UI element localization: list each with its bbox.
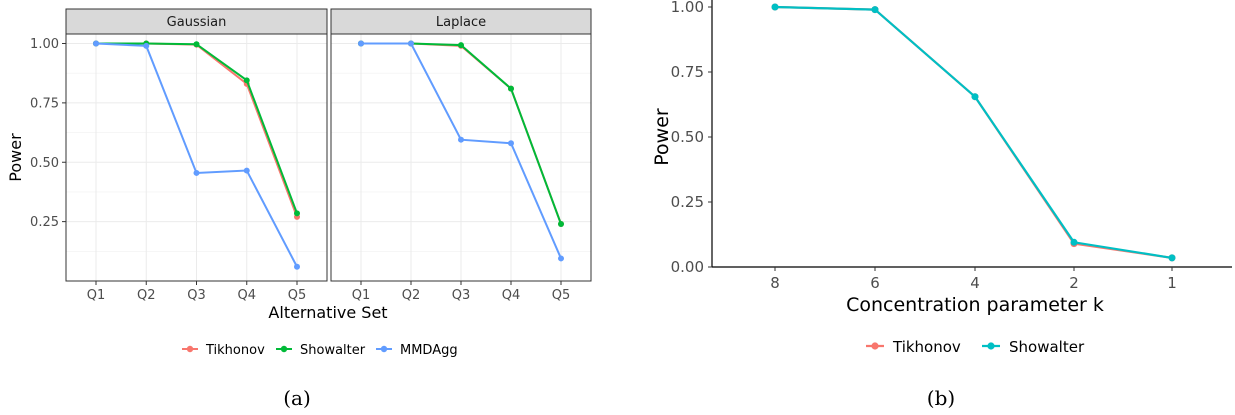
data-point-showalter	[971, 93, 979, 101]
data-point-showalter	[771, 3, 779, 11]
data-point-mmdagg	[143, 42, 150, 49]
y-tick-label: 0.25	[671, 193, 704, 211]
legend-key-point	[380, 345, 388, 353]
facet-laplace: Laplace Q1 Q2 Q3 Q4 Q5	[330, 8, 592, 303]
x-tick-label: Q3	[187, 288, 206, 303]
data-point-showalter	[558, 221, 564, 227]
data-point-mmdagg	[458, 136, 464, 143]
caption-a: (a)	[283, 386, 311, 410]
y-tick-label: 0.50	[671, 128, 704, 146]
legend-a: Tikhonov Showalter MMDAgg	[182, 343, 458, 358]
data-point-mmdagg	[294, 263, 300, 270]
y-tick-label: 0.75	[30, 96, 59, 111]
y-axis-title: Power	[6, 133, 25, 182]
y-tick-label: 0.50	[30, 156, 59, 171]
data-point-showalter	[193, 41, 200, 48]
data-point-mmdagg	[558, 255, 564, 262]
facet-label: Laplace	[436, 15, 486, 30]
legend-b: Tikhonov Showalter	[866, 338, 1085, 356]
legend-label: Showalter	[300, 343, 366, 358]
x-tick-label: 1	[1167, 274, 1177, 292]
series-line-showalter	[774, 5, 1173, 259]
x-tick-label: Q1	[352, 288, 371, 303]
x-tick-label: Q4	[502, 288, 521, 303]
legend-key-point	[987, 342, 995, 350]
x-axis-title: Concentration parameter k	[846, 294, 1104, 316]
x-tick-label: Q5	[552, 288, 571, 303]
y-tick-label: 0.25	[30, 215, 59, 230]
x-tick-label: Q2	[402, 288, 421, 303]
data-point-mmdagg	[193, 169, 200, 176]
x-tick-label: 8	[770, 274, 780, 292]
y-tick-label: 1.00	[30, 37, 59, 52]
data-point-showalter	[1070, 238, 1078, 246]
legend-key-point	[871, 342, 879, 350]
facet-gaussian: Gaussian Q1 Q2 Q3 Q4 Q5	[65, 8, 328, 303]
x-tick-label: 6	[870, 274, 880, 292]
y-axis-title: Power	[651, 108, 673, 166]
x-tick-label: Q4	[237, 288, 256, 303]
y-tick-label: 0.00	[671, 258, 704, 276]
y-tick-label: 0.75	[671, 63, 704, 81]
y-tick-label: 1.00	[671, 0, 704, 16]
data-point-mmdagg	[93, 40, 99, 47]
facet-strip	[330, 8, 592, 35]
data-point-mmdagg	[508, 140, 514, 147]
legend-key-point	[280, 345, 288, 353]
series-line-tikhonov	[774, 5, 1173, 259]
legend-label: MMDAgg	[400, 343, 458, 358]
legend-label: Tikhonov	[205, 343, 265, 358]
data-point-mmdagg	[358, 40, 364, 47]
data-point-showalter	[243, 77, 250, 84]
data-point-mmdagg	[243, 167, 250, 174]
legend-label: Showalter	[1009, 338, 1085, 356]
data-point-showalter	[458, 42, 464, 49]
data-point-mmdagg	[408, 40, 414, 47]
x-tick-label: Q1	[87, 288, 106, 303]
x-axis-title: Alternative Set	[268, 303, 387, 322]
x-tick-label: Q5	[288, 288, 307, 303]
caption-b: (b)	[927, 386, 955, 410]
data-point-showalter	[1168, 254, 1176, 262]
facet-strip	[65, 8, 328, 35]
data-point-showalter	[294, 210, 300, 217]
legend-key-point	[186, 345, 194, 353]
x-tick-label: Q2	[137, 288, 156, 303]
legend-label: Tikhonov	[892, 338, 961, 356]
x-tick-label: 2	[1069, 274, 1079, 292]
data-point-showalter	[871, 6, 879, 14]
data-point-showalter	[508, 85, 514, 92]
x-tick-label: Q3	[452, 288, 471, 303]
x-tick-label: 4	[970, 274, 980, 292]
facet-label: Gaussian	[167, 15, 227, 30]
